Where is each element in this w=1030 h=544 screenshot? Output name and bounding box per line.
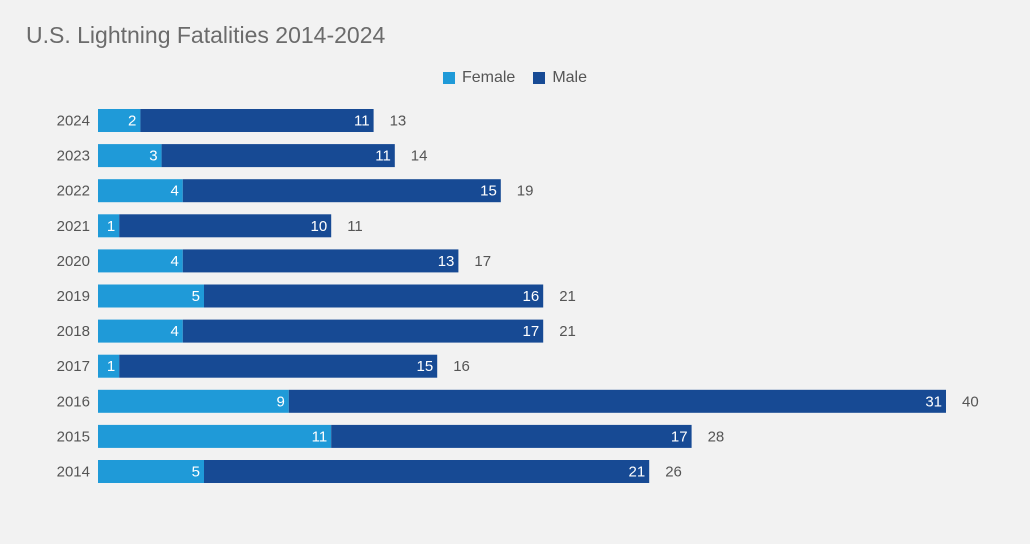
data-label-male-2024: 11 bbox=[354, 113, 370, 130]
legend-swatch-female bbox=[442, 72, 455, 84]
legend-swatch-male bbox=[533, 72, 546, 84]
bar-male-2020[interactable] bbox=[182, 249, 459, 273]
data-label-female-2017: 1 bbox=[107, 358, 115, 375]
total-label-2018: 21 bbox=[559, 323, 576, 340]
category-label-2021: 2021 bbox=[57, 218, 90, 235]
chart-title: U.S. Lightning Fatalities 2014-2024 bbox=[26, 22, 386, 48]
data-label-female-2014: 5 bbox=[192, 464, 200, 481]
bar-male-2021[interactable] bbox=[119, 214, 332, 238]
bar-male-2017[interactable] bbox=[119, 354, 438, 378]
bar-group-2018: 2018 4 17 21 bbox=[57, 319, 576, 343]
bar-group-2015: 2015 11 17 28 bbox=[57, 424, 725, 448]
total-label-2020: 17 bbox=[474, 253, 491, 270]
data-label-female-2015: 11 bbox=[312, 428, 328, 445]
bar-female-2016[interactable] bbox=[98, 389, 289, 413]
bar-female-2020[interactable] bbox=[98, 249, 183, 273]
total-label-2023: 14 bbox=[411, 148, 428, 165]
bar-male-2015[interactable] bbox=[331, 424, 692, 448]
bar-male-2019[interactable] bbox=[204, 284, 544, 308]
data-label-female-2022: 4 bbox=[170, 183, 178, 200]
bar-male-2022[interactable] bbox=[182, 179, 501, 203]
bar-female-2014[interactable] bbox=[98, 460, 204, 483]
data-label-female-2018: 4 bbox=[170, 323, 178, 340]
category-label-2023: 2023 bbox=[57, 148, 90, 165]
bar-female-2017[interactable] bbox=[98, 354, 120, 378]
bar-male-2018[interactable] bbox=[182, 319, 544, 343]
bar-female-2021[interactable] bbox=[98, 214, 120, 238]
legend: Female Male bbox=[0, 69, 1030, 87]
total-label-2021: 11 bbox=[347, 218, 363, 235]
bar-female-2019[interactable] bbox=[98, 284, 204, 308]
bar-group-2022: 2022 4 15 19 bbox=[57, 179, 534, 203]
bar-group-2021: 2021 1 10 11 bbox=[57, 214, 363, 238]
category-label-2017: 2017 bbox=[57, 358, 90, 375]
category-label-2020: 2020 bbox=[57, 253, 90, 270]
legend-label-male: Male bbox=[552, 69, 588, 86]
category-label-2018: 2018 bbox=[57, 323, 90, 340]
data-label-female-2021: 1 bbox=[107, 218, 115, 235]
bar-male-2014[interactable] bbox=[204, 460, 650, 483]
legend-item-female[interactable]: Female bbox=[442, 69, 516, 87]
total-label-2016: 40 bbox=[962, 393, 979, 410]
bar-group-2016: 2016 9 31 40 bbox=[57, 389, 979, 413]
data-label-female-2016: 9 bbox=[276, 393, 284, 410]
data-label-male-2015: 17 bbox=[671, 428, 688, 445]
total-label-2017: 16 bbox=[453, 358, 470, 375]
bar-group-2020: 2020 4 13 17 bbox=[57, 249, 491, 273]
bar-female-2015[interactable] bbox=[98, 424, 332, 448]
bar-group-2014: 2014 5 21 26 bbox=[57, 460, 682, 483]
category-label-2019: 2019 bbox=[57, 288, 90, 305]
data-label-female-2023: 3 bbox=[149, 148, 157, 165]
bar-female-2022[interactable] bbox=[98, 179, 183, 203]
data-label-male-2021: 10 bbox=[311, 218, 328, 235]
bar-group-2024: 2024 2 11 13 bbox=[57, 109, 407, 132]
category-label-2022: 2022 bbox=[57, 183, 90, 200]
data-label-male-2023: 11 bbox=[375, 148, 391, 165]
data-label-male-2020: 13 bbox=[438, 253, 455, 270]
total-label-2014: 26 bbox=[665, 464, 682, 481]
data-label-male-2022: 15 bbox=[480, 183, 497, 200]
data-label-female-2020: 4 bbox=[170, 253, 178, 270]
legend-item-male[interactable]: Male bbox=[533, 69, 587, 87]
category-label-2016: 2016 bbox=[57, 393, 90, 410]
bar-male-2024[interactable] bbox=[140, 109, 374, 132]
bar-group-2023: 2023 3 11 14 bbox=[57, 144, 428, 168]
category-label-2014: 2014 bbox=[57, 464, 90, 481]
data-label-female-2019: 5 bbox=[192, 288, 200, 305]
data-label-male-2016: 31 bbox=[925, 393, 942, 410]
bar-female-2023[interactable] bbox=[98, 144, 162, 168]
data-label-female-2024: 2 bbox=[128, 113, 136, 130]
data-label-male-2014: 21 bbox=[629, 464, 646, 481]
bar-group-2017: 2017 1 15 16 bbox=[57, 354, 470, 378]
data-label-male-2018: 17 bbox=[523, 323, 540, 340]
total-label-2019: 21 bbox=[559, 288, 576, 305]
data-label-male-2019: 16 bbox=[523, 288, 540, 305]
category-label-2024: 2024 bbox=[57, 113, 90, 130]
bar-female-2018[interactable] bbox=[98, 319, 183, 343]
bar-group-2019: 2019 5 16 21 bbox=[57, 284, 576, 308]
category-label-2015: 2015 bbox=[57, 428, 90, 445]
bar-male-2016[interactable] bbox=[288, 389, 946, 413]
total-label-2024: 13 bbox=[390, 113, 407, 130]
total-label-2022: 19 bbox=[517, 183, 534, 200]
bar-male-2023[interactable] bbox=[161, 144, 395, 168]
bar-female-2024[interactable] bbox=[98, 109, 141, 132]
legend-label-female: Female bbox=[461, 69, 516, 86]
total-label-2015: 28 bbox=[708, 428, 725, 445]
data-label-male-2017: 15 bbox=[417, 358, 434, 375]
